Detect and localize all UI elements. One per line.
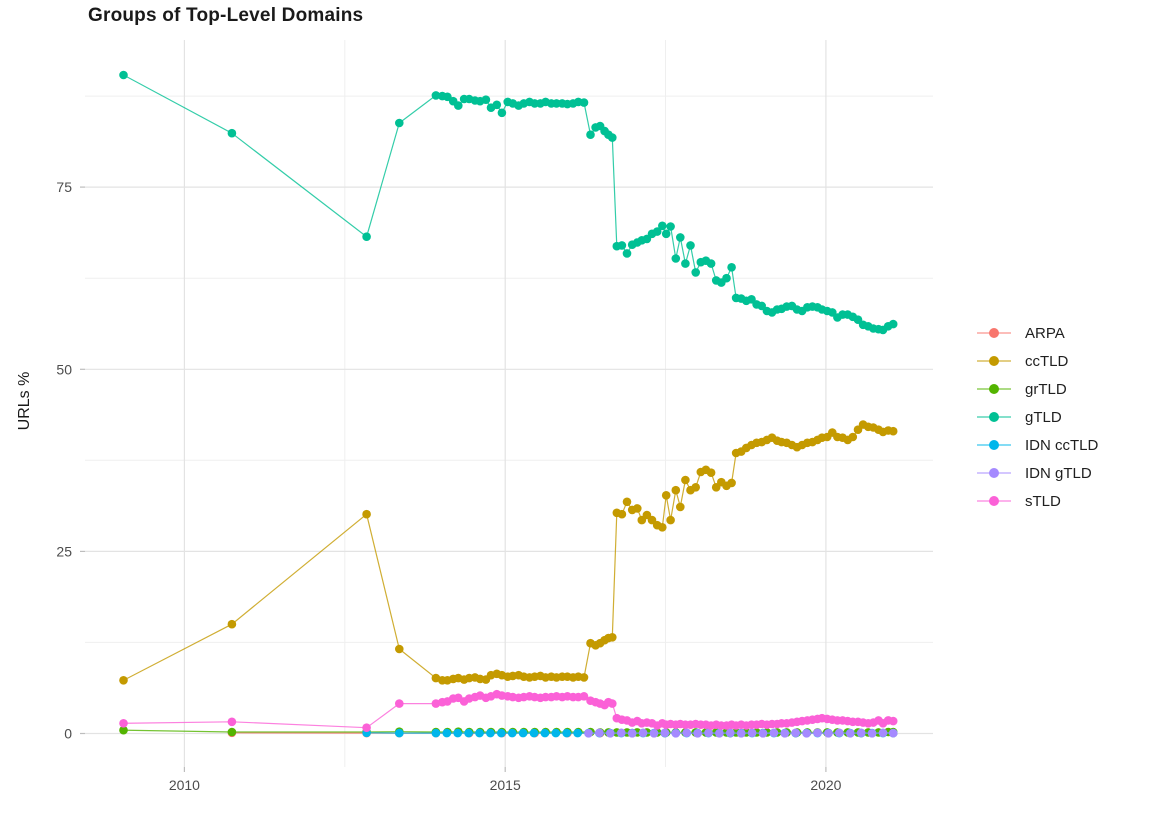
y-tick-label-50: 50 — [56, 361, 72, 377]
series-stld — [119, 689, 898, 732]
x-tick-label-2020: 2020 — [810, 777, 841, 793]
x-tick-label-2015: 2015 — [490, 777, 521, 793]
legend-label-cctld: ccTLD — [1025, 352, 1069, 370]
series-idn-gtld — [584, 728, 898, 738]
legend-label-gtld: gTLD — [1025, 408, 1062, 426]
legend-label-stld: sTLD — [1025, 492, 1061, 510]
legend-label-idn-cctld: IDN ccTLD — [1025, 436, 1099, 454]
legend-key-stld — [977, 496, 1011, 506]
legend-key-cctld — [977, 356, 1011, 366]
x-tick-label-2010: 2010 — [169, 777, 200, 793]
series-gtld — [119, 70, 898, 335]
legend-key-grtld — [977, 384, 1011, 394]
legend-item-arpa: ARPA — [976, 319, 1098, 347]
legend-label-grtld: grTLD — [1025, 380, 1067, 398]
legend: ARPA ccTLD grTLD gTLD IDN ccTLD IDN gTLD sTLD — [976, 319, 1098, 515]
y-tick-label-0: 0 — [64, 726, 72, 742]
major-gridlines — [85, 40, 933, 767]
legend-item-stld: sTLD — [976, 487, 1098, 515]
x-tick-labels: 2010 2015 2020 — [169, 777, 842, 793]
legend-item-cctld: ccTLD — [976, 347, 1098, 375]
legend-item-grtld: grTLD — [976, 375, 1098, 403]
y-tick-label-25: 25 — [56, 543, 72, 559]
chart-title: Groups of Top-Level Domains — [88, 5, 364, 26]
axis-ticks — [80, 186, 827, 772]
legend-key-gtld — [977, 412, 1011, 422]
legend-item-idn-gtld: IDN gTLD — [976, 459, 1098, 487]
legend-key-idn-cctld — [977, 440, 1011, 450]
legend-label-arpa: ARPA — [1025, 324, 1065, 342]
legend-label-idn-gtld: IDN gTLD — [1025, 464, 1092, 482]
legend-item-gtld: gTLD — [976, 403, 1098, 431]
legend-key-idn-gtld — [977, 468, 1011, 478]
y-tick-label-75: 75 — [56, 179, 72, 195]
legend-item-idn-cctld: IDN ccTLD — [976, 431, 1098, 459]
y-tick-labels: 0 25 50 75 — [56, 179, 72, 741]
legend-key-arpa — [977, 328, 1011, 338]
minor-gridlines — [85, 40, 933, 767]
series-cctld — [119, 420, 898, 685]
